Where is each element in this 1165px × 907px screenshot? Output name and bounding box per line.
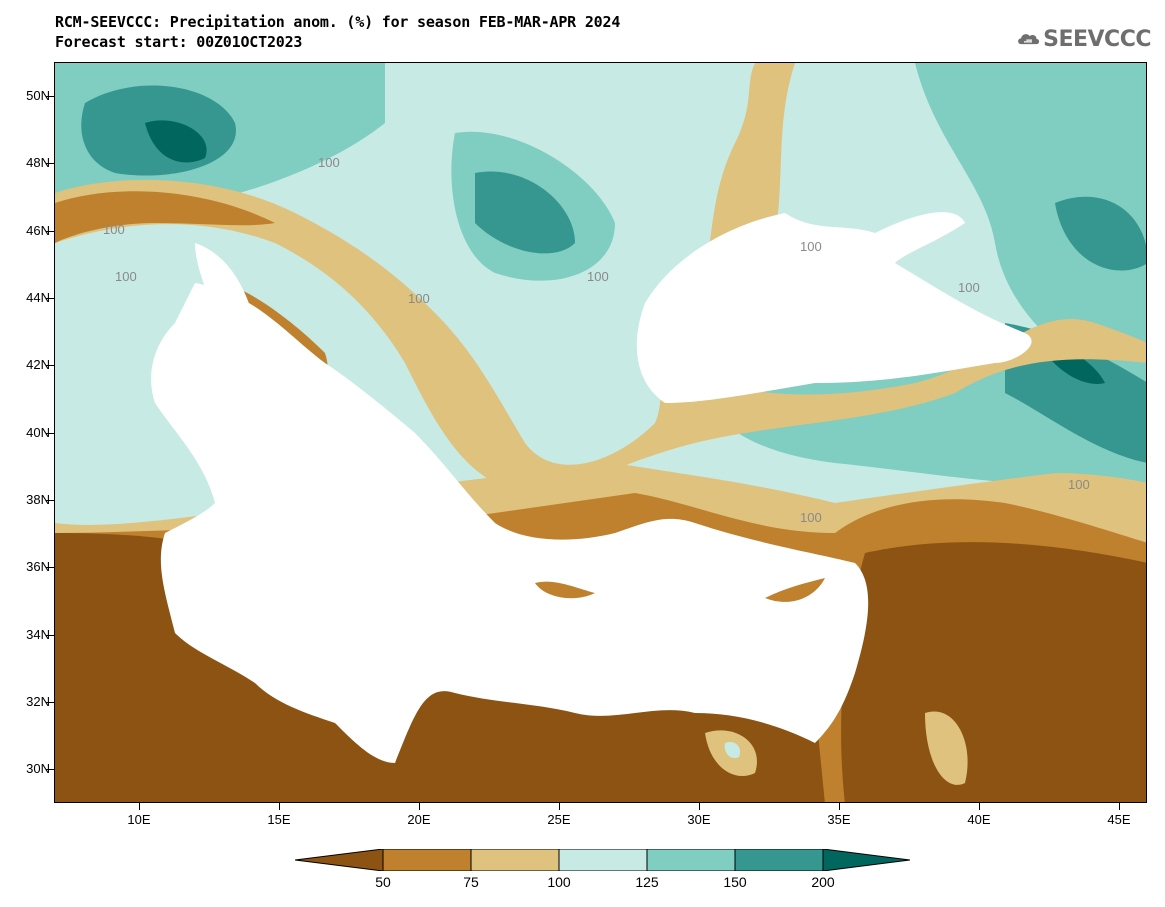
map-svg: 100 100 100 100 100 100 100 100 100: [55, 63, 1146, 802]
lon-label-20e: 20E: [407, 812, 431, 827]
lat-label-46n: 46N: [26, 223, 50, 238]
cloud-icon: [1018, 34, 1040, 45]
pale-teal-egypt: [724, 741, 741, 759]
colorbar-segment-3: [558, 849, 648, 871]
lat-label-30n: 30N: [26, 761, 50, 776]
contour-label-crimea: 100: [800, 239, 822, 254]
lat-tick: [46, 500, 54, 501]
map-title: RCM-SEEVCCC: Precipitation anom. (%) for…: [55, 13, 621, 31]
precipitation-map: 100 100 100 100 100 100 100 100 100: [54, 62, 1147, 803]
colorbar-label-50: 50: [375, 874, 391, 890]
brown-alps: [55, 191, 275, 243]
colorbar-segment-2: [470, 849, 560, 871]
mid-teal-east: [915, 63, 1146, 393]
colorbar-label-100: 100: [547, 874, 571, 890]
contour-label-balkans: 100: [408, 291, 430, 306]
colorbar-segment-0: [295, 849, 384, 871]
lon-label-45e: 45E: [1107, 812, 1131, 827]
black-sea: [636, 212, 1032, 403]
contour-label-north-italy: 100: [115, 269, 137, 284]
lon-tick: [139, 803, 140, 810]
crete: [535, 581, 595, 599]
lat-tick: [46, 702, 54, 703]
dark-brown-levant: [841, 542, 1146, 802]
dark-teal-west: [145, 120, 207, 163]
forecast-start: Forecast start: 00Z01OCT2023: [55, 33, 303, 51]
colorbar: [295, 849, 910, 871]
lon-tick: [699, 803, 700, 810]
lat-tick: [46, 567, 54, 568]
lon-label-40e: 40E: [967, 812, 991, 827]
lat-label-38n: 38N: [26, 492, 50, 507]
seevccc-logo: SEEVCCC: [1016, 22, 1151, 56]
teal-carpathian: [475, 171, 575, 254]
lat-tick: [46, 298, 54, 299]
lon-tick: [979, 803, 980, 810]
lon-label-10e: 10E: [127, 812, 151, 827]
lon-label-15e: 15E: [267, 812, 291, 827]
lat-label-42n: 42N: [26, 357, 50, 372]
colorbar-segment-4: [646, 849, 736, 871]
lon-label-25e: 25E: [547, 812, 571, 827]
lon-label-35e: 35E: [827, 812, 851, 827]
lat-tick: [46, 163, 54, 164]
lon-tick: [839, 803, 840, 810]
lat-label-48n: 48N: [26, 155, 50, 170]
colorbar-label-125: 125: [635, 874, 659, 890]
lon-tick: [419, 803, 420, 810]
lon-tick: [279, 803, 280, 810]
lat-tick: [46, 365, 54, 366]
lon-tick: [559, 803, 560, 810]
lat-label-32n: 32N: [26, 694, 50, 709]
lon-tick: [1119, 803, 1120, 810]
colorbar-label-75: 75: [463, 874, 479, 890]
lat-tick: [46, 433, 54, 434]
logo-text: SEEVCCC: [1043, 26, 1151, 52]
contour-label-anatolia: 100: [800, 510, 822, 525]
contour-label-romania: 100: [587, 269, 609, 284]
colorbar-segment-6: [822, 849, 910, 871]
lat-tick: [46, 635, 54, 636]
title-block: RCM-SEEVCCC: Precipitation anom. (%) for…: [55, 12, 620, 52]
light-brown-iraq: [925, 711, 968, 785]
lat-tick: [46, 769, 54, 770]
lat-label-34n: 34N: [26, 627, 50, 642]
contour-label-alps: 100: [318, 155, 340, 170]
lat-label-44n: 44N: [26, 290, 50, 305]
lat-label-40n: 40N: [26, 425, 50, 440]
contour-label-west: 100: [103, 222, 125, 237]
lat-tick: [46, 231, 54, 232]
lat-label-50n: 50N: [26, 88, 50, 103]
colorbar-segment-5: [734, 849, 824, 871]
contour-label-east-anatolia: 100: [1068, 477, 1090, 492]
mediterranean-sea: [151, 283, 869, 763]
lat-label-36n: 36N: [26, 559, 50, 574]
lat-tick: [46, 96, 54, 97]
contour-label-caucasus: 100: [958, 280, 980, 295]
teal-east: [1055, 196, 1146, 271]
colorbar-segment-1: [382, 849, 472, 871]
colorbar-label-150: 150: [723, 874, 747, 890]
colorbar-label-200: 200: [811, 874, 835, 890]
lon-label-30e: 30E: [687, 812, 711, 827]
cyprus: [765, 578, 825, 602]
adriatic-sea: [195, 243, 335, 420]
